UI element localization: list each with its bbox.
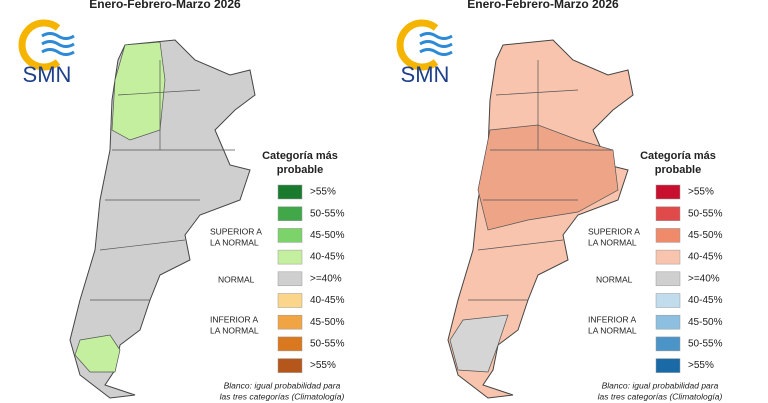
group-label: INFERIOR A bbox=[210, 314, 259, 324]
legend-swatch bbox=[655, 249, 681, 265]
legend-label: 50-55% bbox=[688, 208, 723, 219]
legend-swatch bbox=[655, 314, 681, 330]
group-label: SUPERIOR A bbox=[210, 226, 262, 236]
legend-label: 50-55% bbox=[310, 208, 345, 219]
legend-swatch bbox=[655, 293, 681, 308]
legend-label: 45-50% bbox=[310, 230, 345, 241]
group-label: LA NORMAL bbox=[210, 325, 259, 335]
group-label: SUPERIOR A bbox=[588, 226, 640, 236]
legend-title: Categoría más bbox=[640, 150, 716, 162]
legend-swatch bbox=[277, 184, 303, 200]
legend-label: 45-50% bbox=[688, 317, 723, 328]
legend-box bbox=[633, 145, 753, 380]
map-region bbox=[449, 314, 509, 373]
map-region bbox=[111, 41, 166, 141]
legend-label: 50-55% bbox=[688, 339, 723, 350]
legend-swatch bbox=[655, 184, 681, 200]
map-title: Enero-Febrero-Marzo 2026 bbox=[89, 0, 241, 11]
legend-label: 45-50% bbox=[688, 230, 723, 241]
group-label: NORMAL bbox=[596, 274, 633, 284]
group-label: LA NORMAL bbox=[210, 237, 259, 247]
note: las tres categorías (Climatología) bbox=[598, 391, 723, 401]
province-borders bbox=[90, 60, 235, 301]
legend-label: 40-45% bbox=[688, 252, 723, 263]
group-label: INFERIOR A bbox=[588, 314, 637, 324]
logo-arc bbox=[18, 19, 61, 71]
legend-label: >55% bbox=[688, 187, 714, 198]
legend-label: 45-50% bbox=[310, 317, 345, 328]
legend-swatch bbox=[277, 314, 303, 330]
legend-swatch bbox=[655, 336, 681, 352]
legend-swatch bbox=[655, 271, 681, 287]
legend-swatch bbox=[277, 249, 303, 265]
legend-label: >55% bbox=[688, 360, 714, 371]
panel: Enero-Febrero-Marzo 2026 SMN Categoría más… bbox=[396, 0, 753, 401]
legend-label: 40-45% bbox=[688, 295, 723, 306]
logo-wave bbox=[419, 32, 453, 40]
panel: Enero-Febrero-Marzo 2026 SMN Categoría más… bbox=[18, 0, 375, 401]
legend-label: >=40% bbox=[688, 273, 720, 284]
legend-title: probable bbox=[277, 164, 323, 176]
logo-wave bbox=[41, 48, 75, 56]
logo-wave bbox=[419, 40, 453, 48]
map-region bbox=[477, 124, 619, 231]
legend-label: 40-45% bbox=[310, 252, 345, 263]
note: las tres categorías (Climatología) bbox=[220, 391, 345, 401]
legend-label: >55% bbox=[310, 360, 336, 371]
map-title: Enero-Febrero-Marzo 2026 bbox=[467, 0, 619, 11]
legend-swatch bbox=[655, 228, 681, 243]
legend-title: probable bbox=[655, 164, 701, 176]
legend-label: 40-45% bbox=[310, 295, 345, 306]
logo-wave bbox=[41, 40, 75, 48]
map-region bbox=[74, 334, 121, 373]
legend-box bbox=[255, 145, 375, 380]
logo-text: SMN bbox=[23, 62, 72, 87]
group-label: LA NORMAL bbox=[588, 237, 637, 247]
legend-swatch bbox=[277, 206, 303, 221]
group-label: LA NORMAL bbox=[588, 325, 637, 335]
legend-swatch bbox=[655, 358, 681, 373]
logo-arc bbox=[396, 19, 439, 71]
note: Blanco: igual probabilidad para bbox=[602, 380, 719, 390]
logo-text: SMN bbox=[401, 62, 450, 87]
logo-wave bbox=[41, 32, 75, 40]
legend-swatch bbox=[277, 336, 303, 352]
legend-swatch bbox=[277, 271, 303, 287]
legend-swatch bbox=[277, 358, 303, 373]
legend-title: Categoría más bbox=[262, 150, 338, 162]
province-borders bbox=[468, 60, 613, 301]
legend-label: >55% bbox=[310, 187, 336, 198]
note: Blanco: igual probabilidad para bbox=[224, 380, 341, 390]
legend-swatch bbox=[277, 228, 303, 243]
legend-swatch bbox=[277, 293, 303, 308]
legend-swatch bbox=[655, 206, 681, 221]
legend-label: >=40% bbox=[310, 273, 342, 284]
group-label: NORMAL bbox=[218, 274, 255, 284]
legend-label: 50-55% bbox=[310, 339, 345, 350]
logo-wave bbox=[419, 48, 453, 56]
